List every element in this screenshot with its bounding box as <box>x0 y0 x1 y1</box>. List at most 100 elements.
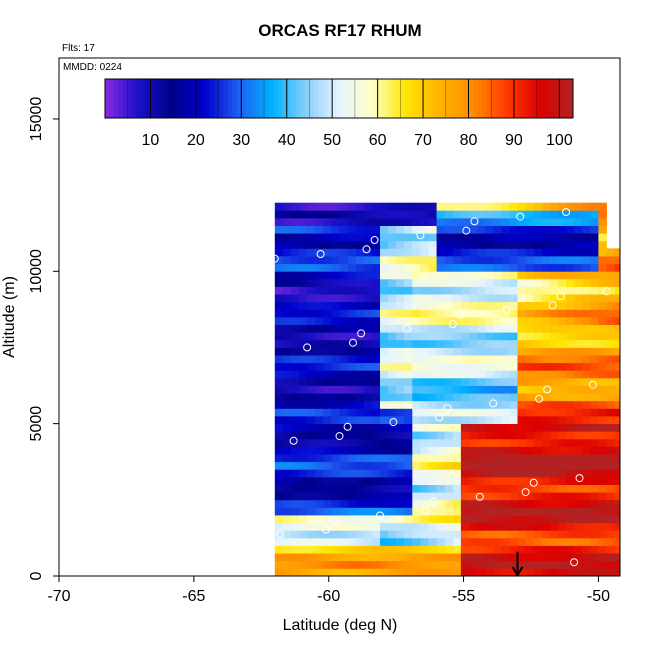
heatmap-cell <box>323 446 332 455</box>
heatmap-cell <box>477 461 486 470</box>
heatmap-cell <box>331 400 340 409</box>
heatmap-cell <box>493 309 502 318</box>
heatmap-cell <box>355 553 365 562</box>
heatmap-cell <box>509 385 518 394</box>
heatmap-cell <box>460 256 470 265</box>
heatmap-cell <box>282 370 292 379</box>
heatmap-cell <box>299 431 308 440</box>
heatmap-cell <box>323 393 332 402</box>
heatmap-cell <box>291 339 300 348</box>
heatmap-cell <box>339 530 348 539</box>
heatmap-cell <box>558 309 567 318</box>
heatmap-cell <box>274 408 284 417</box>
heatmap-cell <box>541 438 551 447</box>
heatmap-cell <box>501 332 510 341</box>
heatmap-cell <box>404 469 413 478</box>
heatmap-cell <box>501 317 510 325</box>
heatmap-cell <box>477 309 486 318</box>
heatmap-cell <box>452 286 462 295</box>
heatmap-cell <box>347 484 357 493</box>
heatmap-cell <box>428 233 437 242</box>
heatmap-cell <box>590 507 599 516</box>
heatmap-cell <box>339 233 348 242</box>
heatmap-cell <box>371 545 381 554</box>
heatmap-cell <box>371 301 381 310</box>
heatmap-cell <box>606 507 615 516</box>
heatmap-cell <box>339 347 348 356</box>
heatmap-cell <box>460 560 470 569</box>
heatmap-cell <box>598 294 607 303</box>
heatmap-cell <box>614 568 621 577</box>
heatmap-cell <box>598 522 607 531</box>
colorbar-swatch <box>123 79 129 118</box>
heatmap-cell <box>452 537 462 546</box>
colorbar-swatch <box>332 79 338 118</box>
heatmap-cell <box>517 294 526 303</box>
heatmap-cell <box>331 301 340 310</box>
heatmap-cell <box>509 355 518 364</box>
heatmap-cell <box>517 317 526 325</box>
heatmap-cell <box>388 248 397 257</box>
heatmap-cell <box>412 362 421 371</box>
heatmap-cell <box>606 416 615 424</box>
heatmap-cell <box>517 218 526 226</box>
heatmap-cell <box>501 362 510 371</box>
heatmap-cell <box>460 225 470 234</box>
heatmap-cell <box>525 263 535 272</box>
heatmap-cell <box>355 568 365 577</box>
heatmap-cell <box>582 484 591 493</box>
heatmap-cell <box>380 210 389 219</box>
heatmap-cell <box>525 339 535 348</box>
heatmap-cell <box>380 225 389 234</box>
heatmap-cell <box>477 317 486 325</box>
heatmap-cell <box>582 362 591 371</box>
heatmap-cell <box>363 530 373 539</box>
heatmap-cell <box>274 400 284 409</box>
heatmap-cell <box>493 248 502 257</box>
heatmap-cell <box>274 286 284 295</box>
heatmap-cell <box>574 202 583 211</box>
heatmap-cell <box>558 332 567 341</box>
heatmap-cell <box>436 522 446 531</box>
heatmap-cell <box>371 454 381 463</box>
x-tick-label: -65 <box>182 588 205 605</box>
heatmap-cell <box>606 271 615 280</box>
sample-point <box>462 226 471 235</box>
heatmap-cell <box>282 438 292 447</box>
heatmap-cell <box>501 515 510 524</box>
heatmap-cell <box>388 233 397 242</box>
heatmap-cell <box>533 324 543 333</box>
heatmap-cell <box>396 317 405 325</box>
heatmap-cell <box>380 400 389 409</box>
heatmap-cell <box>533 446 543 455</box>
heatmap-cell <box>412 484 421 493</box>
heatmap-cell <box>477 385 486 394</box>
heatmap-cell <box>509 416 518 424</box>
heatmap-cell <box>460 202 470 211</box>
heatmap-cell <box>363 278 373 287</box>
heatmap-cell <box>460 218 470 226</box>
heatmap-cell <box>355 233 365 242</box>
sample-point <box>349 338 357 347</box>
heatmap-cell <box>331 385 340 394</box>
heatmap-cell <box>339 461 348 470</box>
heatmap-cell <box>493 477 502 485</box>
heatmap-cell <box>444 477 454 485</box>
heatmap-cell <box>331 271 340 280</box>
heatmap-cell <box>469 416 478 424</box>
heatmap-cell <box>582 339 591 348</box>
heatmap-cell <box>339 240 348 249</box>
heatmap-cell <box>371 225 381 234</box>
heatmap-cell <box>428 301 437 310</box>
heatmap-cell <box>412 286 421 295</box>
heatmap-cell <box>533 347 543 356</box>
heatmap-cell <box>428 492 437 501</box>
heatmap-cell <box>444 225 454 234</box>
heatmap-cell <box>396 507 405 516</box>
heatmap-cell <box>339 355 348 364</box>
sample-point <box>502 306 511 314</box>
heatmap-cell <box>299 294 308 303</box>
heatmap-cell <box>388 324 397 333</box>
heatmap-cell <box>469 477 478 485</box>
heatmap-cell <box>509 347 518 356</box>
